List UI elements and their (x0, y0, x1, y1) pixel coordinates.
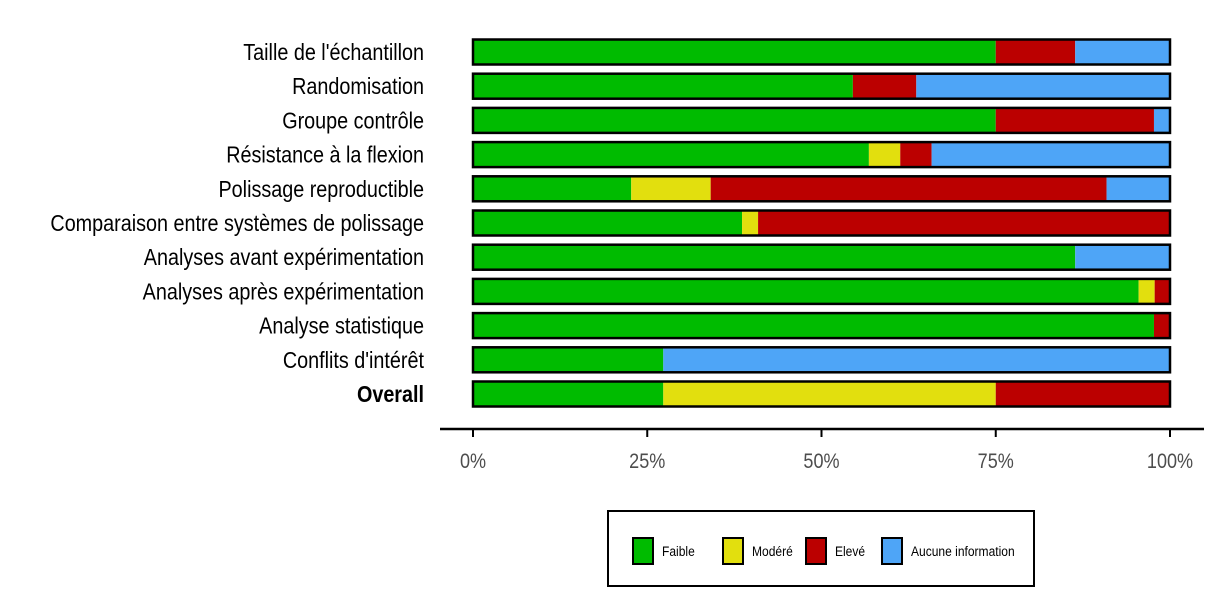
bar-segment-analyse-statistique-faible (473, 313, 1154, 339)
category-label-groupe-controle: Groupe contrôle (282, 108, 424, 134)
bar-segment-groupe-controle-aucune-information (1153, 107, 1170, 133)
bar-segment-overall-eleve (995, 381, 1170, 407)
bar-segment-comparaison-entre-systemes-de-polissage-modere (742, 210, 759, 236)
bar-segment-polissage-reproductible-faible (473, 176, 632, 202)
bar-segment-resistance-a-la-flexion-faible (473, 142, 869, 168)
category-label-analyses-avant-experimentation: Analyses avant expérimentation (144, 245, 424, 271)
bar-segment-randomisation-aucune-information (916, 73, 1170, 99)
bar-outline-comparaison-entre-systemes-de-polissage (471, 209, 1172, 237)
bar-outline-overall (471, 380, 1172, 408)
category-label-analyses-apres-experimentation: Analyses après expérimentation (143, 279, 424, 305)
legend-label-modere: Modéré (752, 543, 793, 559)
bar-segment-conflits-d-interet-aucune-information (663, 347, 1170, 373)
x-tick-label-100: 100% (1147, 450, 1193, 474)
legend-swatch-eleve (805, 537, 827, 565)
bar-segment-polissage-reproductible-eleve (710, 176, 1107, 202)
bar-segment-analyses-avant-experimentation-faible (473, 244, 1076, 270)
bar-outline-analyses-avant-experimentation (471, 243, 1172, 271)
bar-segment-randomisation-faible (473, 73, 853, 99)
category-label-analyse-statistique: Analyse statistique (259, 313, 424, 339)
legend-label-faible: Faible (662, 543, 695, 559)
bar-segment-comparaison-entre-systemes-de-polissage-faible (473, 210, 743, 236)
bar-outline-analyses-apres-experimentation (471, 277, 1172, 306)
category-labels: Taille de l'échantillon Randomisation Grou… (50, 40, 424, 408)
x-axis: 0% 25% 50% 75% 100% (440, 427, 1204, 474)
legend-swatch-aucune-information (881, 537, 903, 565)
bar-segment-taille-de-l-echantillon-faible (473, 39, 996, 65)
bar-outline-groupe-controle (471, 106, 1172, 135)
bar-segment-taille-de-l-echantillon-eleve (995, 39, 1076, 65)
category-label-polissage-reproductible: Polissage reproductible (219, 176, 424, 202)
category-label-conflits-d-interet: Conflits d'intérêt (283, 347, 424, 373)
bar-segment-analyses-apres-experimentation-eleve (1154, 278, 1170, 304)
legend-swatch-faible (632, 537, 654, 565)
x-tick-label-50: 50% (803, 450, 839, 474)
bar-segment-overall-modere (663, 381, 996, 407)
bar-segment-analyses-apres-experimentation-faible (473, 278, 1139, 304)
bar-segment-randomisation-eleve (852, 73, 917, 99)
bar-outline-taille-de-l-echantillon (471, 38, 1172, 66)
legend-label-eleve: Elevé (835, 543, 865, 559)
x-tick-label-75: 75% (978, 450, 1014, 474)
bar-outline-randomisation (471, 72, 1172, 100)
bar-outline-resistance-a-la-flexion (471, 140, 1172, 169)
bar-segment-conflits-d-interet-faible (473, 347, 664, 373)
legend-swatch-modere (722, 537, 744, 565)
category-label-comparaison-entre-systemes-de-polissage: Comparaison entre systèmes de polissage (50, 211, 424, 237)
bar-segment-analyses-apres-experimentation-modere (1138, 278, 1155, 304)
bar-outline-analyse-statistique (471, 311, 1172, 340)
legend-label-aucune-information: Aucune information (911, 543, 1015, 559)
x-tick-label-25: 25% (629, 450, 665, 474)
bar-segment-resistance-a-la-flexion-modere (868, 142, 901, 168)
bars-layer (471, 38, 1172, 408)
bar-segment-analyses-avant-experimentation-aucune-information (1075, 244, 1170, 270)
legend-box (607, 510, 1035, 587)
legend: Faible Modéré Elevé Aucune information (607, 510, 1035, 587)
bar-segment-overall-faible (473, 381, 664, 407)
bar-outline-polissage-reproductible (471, 175, 1172, 203)
bar-segment-analyse-statistique-eleve (1153, 313, 1170, 339)
bar-outline-conflits-d-interet (471, 346, 1172, 374)
bar-segment-resistance-a-la-flexion-eleve (900, 142, 932, 168)
category-label-randomisation: Randomisation (292, 74, 424, 100)
bar-segment-taille-de-l-echantillon-aucune-information (1075, 39, 1170, 65)
bar-segment-polissage-reproductible-modere (631, 176, 711, 202)
bar-segment-comparaison-entre-systemes-de-polissage-eleve (758, 210, 1170, 236)
category-label-overall: Overall (357, 382, 424, 408)
bar-segment-resistance-a-la-flexion-aucune-information (931, 142, 1170, 168)
category-label-taille-de-l-echantillon: Taille de l'échantillon (243, 40, 424, 66)
bar-segment-polissage-reproductible-aucune-information (1106, 176, 1170, 202)
bar-segment-groupe-controle-faible (473, 107, 996, 133)
bar-segment-groupe-controle-eleve (995, 107, 1154, 133)
category-label-resistance-a-la-flexion: Résistance à la flexion (226, 142, 424, 168)
x-tick-label-0: 0% (460, 450, 486, 474)
